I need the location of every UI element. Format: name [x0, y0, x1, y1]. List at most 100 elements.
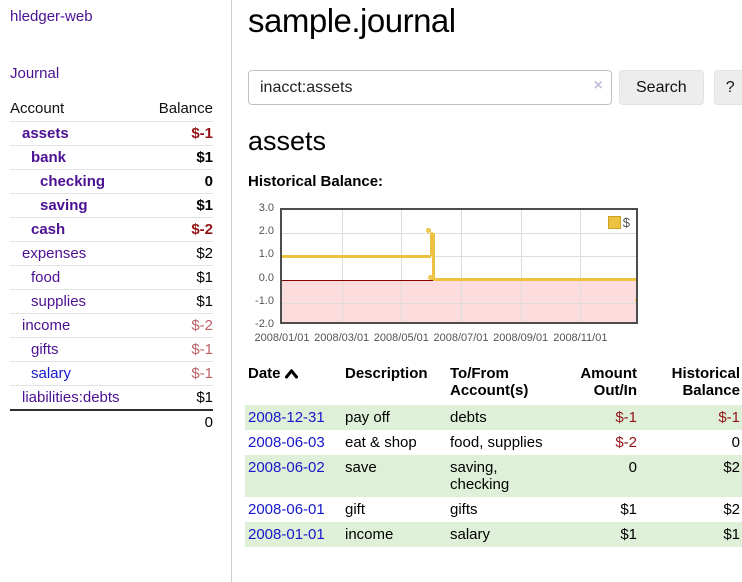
transaction-amount: 0 [628, 459, 637, 476]
account-row: supplies $1 [10, 289, 213, 314]
data-point-marker[interactable] [426, 228, 432, 234]
chart-label: Historical Balance: [248, 173, 384, 190]
total-balance: 0 [145, 409, 213, 434]
column-header-accounts: To/From Account(s) [450, 365, 529, 399]
account-balance: $2 [145, 241, 213, 266]
transaction-balance: $1 [723, 526, 740, 543]
account-link[interactable]: cash [31, 221, 66, 238]
line-segment [431, 233, 435, 280]
account-balance: $1 [145, 265, 213, 290]
y-axis-tick-label: 2.0 [258, 225, 274, 238]
transaction-date-link[interactable]: 2008-06-02 [248, 459, 325, 476]
y-axis-tick-label: -1.0 [255, 294, 274, 307]
account-row: liabilities:debts $1 [10, 385, 213, 410]
account-link[interactable]: income [22, 317, 71, 334]
account-row: saving $1 [10, 193, 213, 218]
chart-plot-area[interactable]: $ [280, 208, 638, 324]
total-row: 0 [10, 409, 213, 434]
sort-ascending-icon [284, 366, 298, 383]
account-row: expenses $2 [10, 241, 213, 266]
transaction-date-link[interactable]: 2008-01-01 [248, 526, 325, 543]
account-balance: $-1 [145, 361, 213, 386]
account-balance: $-1 [145, 337, 213, 362]
transaction-row: 2008-01-01 income salary $1 $1 [245, 522, 742, 547]
account-row: assets $-1 [10, 121, 213, 146]
transaction-description: gift [345, 501, 366, 518]
brand-link[interactable]: hledger-web [10, 8, 93, 25]
transaction-row: 2008-06-02 save saving, checking 0 $2 [245, 455, 742, 497]
transaction-date-cell: 2008-06-02 [245, 455, 342, 497]
vertical-gridline [341, 210, 343, 322]
data-point-marker[interactable] [428, 274, 434, 280]
data-point-marker[interactable] [635, 297, 636, 303]
account-balance: $-1 [145, 121, 213, 146]
account-link[interactable]: liabilities:debts [22, 389, 120, 406]
line-segment [282, 254, 432, 258]
transaction-date-cell: 2008-06-01 [245, 497, 342, 522]
legend-swatch-icon [607, 216, 621, 229]
account-link[interactable]: saving [40, 197, 88, 214]
account-balance: 0 [145, 169, 213, 194]
line-segment [433, 278, 636, 282]
account-link[interactable]: checking [40, 173, 106, 190]
account-link[interactable]: supplies [31, 293, 87, 310]
vertical-gridline [580, 210, 582, 322]
transaction-accounts: saving, checking [450, 459, 510, 493]
transaction-description: save [345, 459, 377, 476]
account-row: checking 0 [10, 169, 213, 194]
transaction-amount: $-2 [615, 434, 637, 451]
balance-column-header: Balance [158, 100, 213, 117]
column-header-description: Description [345, 365, 428, 382]
y-axis-tick-label: 0.0 [258, 271, 274, 284]
sidebar-item-journal[interactable]: Journal [10, 65, 60, 82]
column-header-date[interactable]: Date [245, 363, 342, 405]
account-link[interactable]: expenses [22, 245, 87, 262]
column-header-amount: Amount Out/In [580, 365, 637, 399]
help-button[interactable]: ? [713, 70, 742, 105]
transaction-row: 2008-06-01 gift gifts $1 $2 [245, 497, 742, 522]
x-axis-tick-label: 2008/07/01 [433, 332, 489, 344]
transaction-amount: $1 [620, 501, 637, 518]
clear-search-icon[interactable]: × [593, 77, 603, 94]
transaction-balance: 0 [731, 434, 740, 451]
transaction-date-link[interactable]: 2008-06-03 [248, 434, 325, 451]
account-link[interactable]: assets [22, 125, 69, 142]
x-axis-tick-label: 2008/09/01 [493, 332, 549, 344]
search-form: × Search ? [248, 70, 742, 105]
search-input[interactable] [248, 70, 612, 105]
line-segment [429, 233, 433, 257]
account-link[interactable]: salary [31, 365, 72, 382]
account-row: gifts $-1 [10, 337, 213, 362]
account-column-header: Account [10, 100, 65, 117]
y-axis-tick-label: 1.0 [258, 248, 274, 261]
account-link[interactable]: gifts [31, 341, 59, 358]
transaction-accounts: food, supplies [450, 434, 543, 451]
x-axis-tick-label: 2008/05/01 [373, 332, 429, 344]
transaction-description: eat & shop [345, 434, 417, 451]
account-balance: $1 [145, 145, 213, 170]
transaction-date-cell: 2008-06-03 [245, 430, 342, 455]
transaction-row: 2008-06-03 eat & shop food, supplies $-2 0 [245, 430, 742, 455]
search-button[interactable]: Search [619, 70, 704, 105]
account-balance: $1 [145, 289, 213, 314]
account-title: assets [248, 126, 327, 156]
transaction-date-link[interactable]: 2008-06-01 [248, 501, 325, 518]
horizontal-gridline [282, 256, 636, 258]
transaction-balance: $2 [723, 459, 740, 476]
legend-label: $ [622, 215, 630, 230]
historical-balance-chart: $ 3.0 2.0 1.0 0.0 -1.0 -2.0 2008/01/01 2008/03/… [248, 202, 742, 344]
account-link[interactable]: food [31, 269, 61, 286]
transaction-accounts: gifts [450, 501, 478, 518]
column-header-balance: Historical Balance [671, 365, 740, 399]
transaction-date-link[interactable]: 2008-12-31 [248, 409, 325, 426]
transaction-row: 2008-12-31 pay off debts $-1 $-1 [245, 405, 742, 430]
account-row: bank $1 [10, 145, 213, 170]
transaction-accounts: debts [450, 409, 487, 426]
account-row: food $1 [10, 265, 213, 290]
x-axis-tick-label: 2008/03/01 [314, 332, 370, 344]
transaction-balance: $2 [723, 501, 740, 518]
account-link[interactable]: bank [31, 149, 67, 166]
transaction-amount: $-1 [615, 409, 637, 426]
account-balance: $-2 [145, 313, 213, 338]
main-content: sample.journal × Search ? assets Histori… [245, 0, 742, 582]
